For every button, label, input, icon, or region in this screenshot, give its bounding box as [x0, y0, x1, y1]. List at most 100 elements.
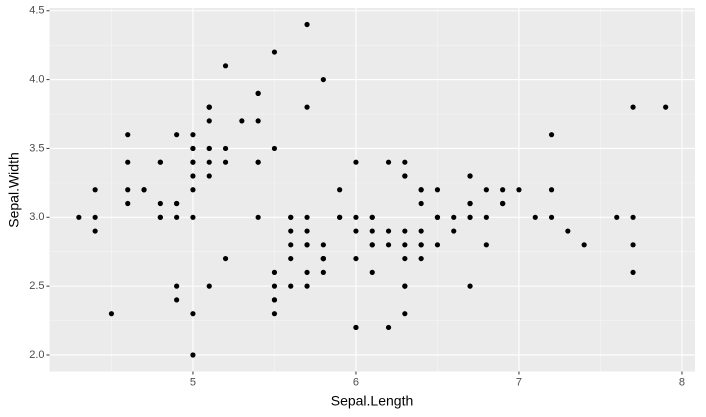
x-tick-label: 8: [679, 376, 685, 388]
point: [320, 242, 326, 248]
y-axis-title: Sepal.Width: [6, 152, 22, 227]
point: [418, 242, 424, 248]
point: [190, 159, 196, 165]
point: [402, 311, 408, 317]
point: [271, 283, 278, 289]
point: [451, 228, 457, 234]
x-tick-label: 7: [516, 376, 522, 388]
point: [353, 214, 359, 220]
point: [174, 200, 180, 207]
x-tick-label: 5: [190, 376, 196, 388]
point: [369, 214, 375, 220]
point: [630, 104, 636, 110]
point: [108, 311, 115, 317]
point: [630, 214, 636, 220]
point: [402, 255, 408, 262]
point: [434, 214, 441, 220]
point: [418, 187, 424, 193]
point: [206, 159, 212, 165]
point: [190, 214, 196, 220]
point: [125, 132, 131, 138]
point: [402, 228, 408, 234]
point: [271, 297, 278, 303]
point: [190, 352, 196, 358]
point: [320, 76, 326, 83]
point: [320, 255, 326, 262]
point: [320, 269, 326, 275]
point: [206, 173, 212, 179]
point: [548, 132, 555, 138]
point: [418, 200, 424, 207]
point: [385, 228, 392, 234]
point: [402, 283, 408, 289]
point: [174, 214, 180, 220]
point: [663, 104, 669, 110]
point: [630, 269, 636, 275]
point: [206, 283, 212, 289]
point: [271, 145, 278, 152]
point: [174, 283, 180, 289]
point: [206, 118, 212, 124]
point: [222, 255, 229, 262]
point: [157, 159, 163, 165]
y-tick-label: 4.5: [29, 5, 44, 17]
point: [548, 187, 555, 193]
point: [206, 104, 212, 110]
point: [516, 187, 522, 193]
y-tick-label: 4.0: [29, 74, 44, 86]
point: [467, 214, 473, 220]
point: [565, 228, 571, 234]
point: [385, 159, 392, 165]
point: [402, 242, 408, 248]
x-tick-label: 6: [353, 376, 359, 388]
point: [630, 242, 636, 248]
y-tick-label: 2.0: [29, 349, 44, 361]
point: [434, 242, 441, 248]
y-tick-label: 3.5: [29, 142, 44, 154]
point: [206, 145, 212, 152]
point: [581, 242, 587, 248]
point: [190, 311, 196, 317]
point: [255, 214, 261, 220]
point: [222, 63, 229, 69]
point: [548, 214, 555, 220]
point: [125, 187, 131, 193]
point: [141, 187, 147, 193]
point: [92, 187, 98, 193]
point: [614, 214, 620, 220]
point: [271, 311, 278, 317]
point: [190, 173, 196, 179]
point: [500, 200, 506, 207]
point: [353, 324, 359, 331]
point: [222, 145, 229, 152]
point: [288, 255, 294, 262]
point: [304, 104, 310, 110]
point: [304, 228, 310, 234]
point: [92, 228, 98, 234]
point: [402, 173, 408, 179]
point: [353, 159, 359, 165]
point: [369, 242, 375, 248]
point: [255, 159, 261, 165]
point: [304, 269, 310, 275]
point: [190, 187, 196, 193]
x-axis-title: Sepal.Length: [331, 393, 414, 409]
point: [288, 283, 294, 289]
point: [76, 214, 82, 220]
point: [304, 21, 310, 28]
y-tick-label: 2.5: [29, 280, 44, 292]
point: [483, 214, 489, 220]
point: [125, 159, 131, 165]
point: [174, 297, 180, 303]
point: [467, 200, 473, 207]
point: [385, 324, 392, 331]
point: [239, 118, 245, 124]
point: [92, 214, 98, 220]
point: [304, 242, 310, 248]
point: [222, 159, 229, 165]
panel-background: [49, 8, 695, 372]
point: [483, 187, 489, 193]
point: [418, 255, 424, 262]
point: [467, 173, 473, 179]
